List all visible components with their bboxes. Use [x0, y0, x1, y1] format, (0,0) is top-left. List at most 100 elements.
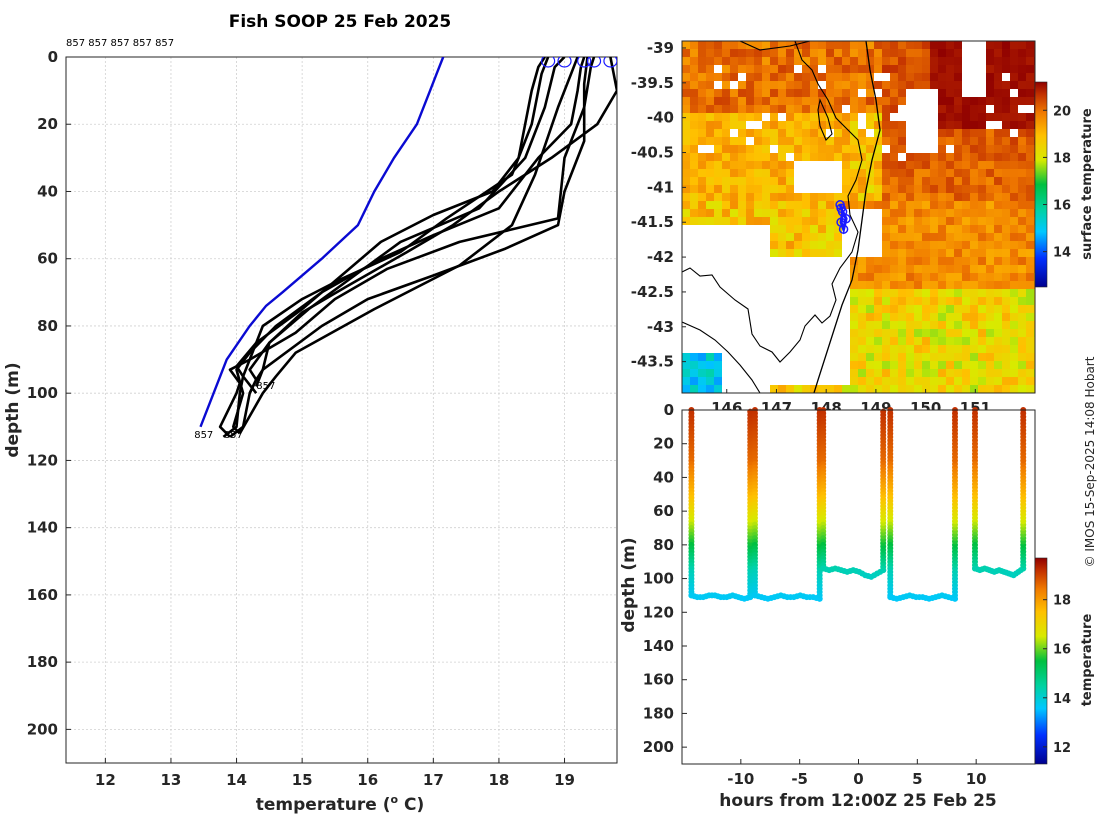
profile-x-tick-label: 16	[357, 771, 378, 789]
sst-cell	[1018, 321, 1026, 329]
sst-cell	[834, 209, 842, 217]
sst-cell	[706, 161, 714, 169]
sst-cell	[906, 49, 914, 57]
sst-cell	[738, 105, 746, 113]
sst-cell	[754, 217, 762, 225]
sst-cell	[978, 361, 986, 369]
sst-cell	[986, 185, 994, 193]
sst-cell	[986, 57, 994, 65]
sst-cell	[778, 233, 786, 241]
sst-cell	[946, 41, 954, 49]
sst-cell	[1018, 249, 1026, 257]
sst-cell	[970, 121, 978, 129]
sst-cell	[906, 297, 914, 305]
sst-cell	[882, 177, 890, 185]
sst-cell	[786, 209, 794, 217]
sst-cell	[938, 273, 946, 281]
sst-cell	[858, 265, 866, 273]
sst-cell	[970, 289, 978, 297]
sst-cell	[986, 41, 994, 49]
sst-cell	[1026, 305, 1034, 313]
sst-cell	[938, 201, 946, 209]
sst-cell	[914, 273, 922, 281]
sst-cell	[706, 169, 714, 177]
sst-cell	[810, 97, 818, 105]
sst-cell	[842, 97, 850, 105]
sst-cell	[722, 57, 730, 65]
sst-cell	[962, 281, 970, 289]
sst-cell	[970, 105, 978, 113]
sst-cell	[706, 105, 714, 113]
sst-cell	[850, 177, 858, 185]
sst-cell	[1002, 161, 1010, 169]
sst-cell	[978, 129, 986, 137]
sst-cell	[762, 169, 770, 177]
sst-cell	[898, 177, 906, 185]
sst-cell	[986, 249, 994, 257]
depth-time-y-tick-label: 20	[653, 435, 674, 453]
sst-cell	[858, 345, 866, 353]
sst-cell	[866, 153, 874, 161]
sst-cell	[842, 177, 850, 185]
sst-colorbar-tick-label: 18	[1053, 151, 1071, 166]
sst-cell	[874, 281, 882, 289]
profile-x-tick-label: 14	[226, 771, 247, 789]
sst-cell	[1018, 361, 1026, 369]
sst-cell	[1010, 73, 1018, 81]
sst-colorbar-tick-label: 16	[1053, 199, 1071, 214]
sst-cell	[714, 361, 722, 369]
mainland-coastline	[739, 41, 811, 51]
profile-x-axis-label-sup: o	[391, 793, 399, 806]
sst-cell	[818, 41, 826, 49]
profile-x-axis-label: temperature (o C)	[256, 793, 425, 815]
sst-cell	[1002, 305, 1010, 313]
sst-cell	[906, 337, 914, 345]
sst-cell	[930, 297, 938, 305]
sst-cell	[682, 129, 690, 137]
sst-cell	[930, 369, 938, 377]
sst-cell	[810, 73, 818, 81]
sst-cell	[874, 145, 882, 153]
sst-cell	[810, 201, 818, 209]
sst-cell	[730, 153, 738, 161]
sst-cell	[994, 321, 1002, 329]
sst-cell	[874, 313, 882, 321]
sst-cell	[978, 241, 986, 249]
sst-cell	[834, 225, 842, 233]
sst-cell	[954, 121, 962, 129]
sst-cell	[882, 137, 890, 145]
sst-cell	[858, 361, 866, 369]
sst-cell	[906, 233, 914, 241]
sst-cell	[874, 49, 882, 57]
sst-cell	[978, 137, 986, 145]
sst-cell	[834, 113, 842, 121]
sst-cell	[682, 385, 690, 393]
sst-cell	[850, 201, 858, 209]
sst-cell	[978, 225, 986, 233]
sst-cell	[962, 225, 970, 233]
sst-cell	[906, 241, 914, 249]
sst-cell	[1026, 145, 1034, 153]
sst-cell	[898, 89, 906, 97]
sst-cell	[1010, 313, 1018, 321]
sst-cell	[786, 41, 794, 49]
sst-cell	[994, 249, 1002, 257]
sst-cell	[1018, 369, 1026, 377]
sst-cell	[882, 361, 890, 369]
sst-cell	[954, 153, 962, 161]
sst-cell	[850, 361, 858, 369]
sst-cell	[850, 385, 858, 393]
sst-cell	[954, 169, 962, 177]
sst-cell	[754, 97, 762, 105]
sst-cell	[1026, 161, 1034, 169]
sst-cell	[754, 153, 762, 161]
sst-cell	[762, 193, 770, 201]
sst-cell	[706, 209, 714, 217]
sst-cell	[1018, 297, 1026, 305]
sst-cell	[938, 225, 946, 233]
sst-cell	[858, 385, 866, 393]
sst-cell	[882, 225, 890, 233]
sst-cell	[682, 49, 690, 57]
sst-cell	[682, 177, 690, 185]
sst-cell	[986, 321, 994, 329]
